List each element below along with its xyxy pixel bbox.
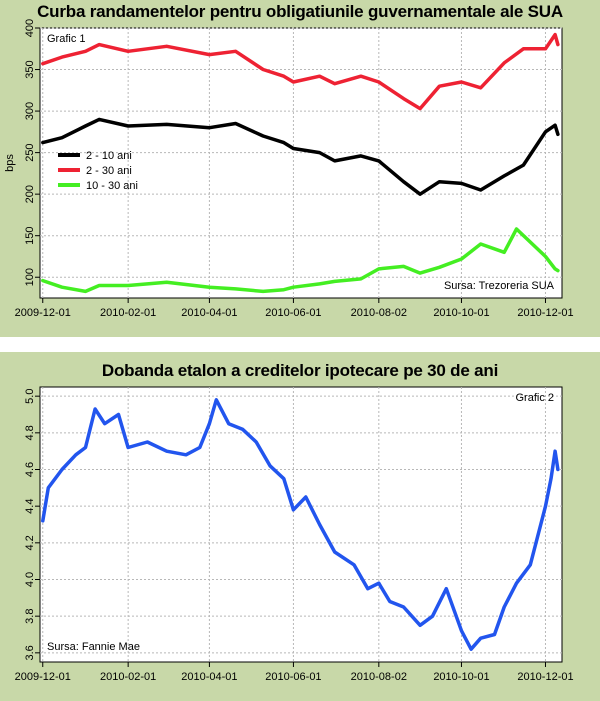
y-tick-label: 3.6 [24, 645, 36, 660]
y-tick-label: 4.6 [24, 462, 36, 477]
x-tick-label: 2010-12-01 [517, 307, 573, 319]
mortgage-rate-chart: 3.6 3.8 4.0 4.2 4.4 4.6 4.8 5.0 2009-12-01 2010-0… [15, 386, 574, 683]
x-tick-label: 2010-02-01 [100, 671, 156, 683]
y-tick-label: 4.8 [24, 425, 36, 440]
y-tick-label: 4.0 [24, 572, 36, 587]
plot-area [39, 386, 563, 663]
y-tick-label: 350 [24, 60, 36, 78]
y-tick-label: 400 [24, 19, 36, 37]
separator [0, 337, 600, 352]
x-tick-label: 2010-06-01 [265, 307, 321, 319]
source-label: Sursa: Trezoreria SUA [444, 280, 555, 292]
x-tick-label: 2010-04-01 [181, 307, 237, 319]
x-tick-label: 2010-02-01 [100, 307, 156, 319]
y-tick-label: 3.8 [24, 609, 36, 624]
y-tick-label: 250 [24, 143, 36, 161]
chart-tag: Grafic 2 [515, 392, 554, 404]
legend-label: 10 - 30 ani [86, 180, 138, 192]
chart-panel-1: Curba randamentelor pentru obligatiunile… [0, 0, 600, 337]
series-line-3 [41, 227, 560, 294]
y-tick-label: 5.0 [24, 389, 36, 404]
legend: 2 - 10 ani 2 - 30 ani 10 - 30 ani [58, 150, 138, 192]
x-tick-label: 2010-10-01 [433, 307, 489, 319]
chart-title-2: Dobanda etalon a creditelor ipotecare pe… [101, 361, 499, 380]
y-tick-label: 200 [24, 185, 36, 203]
chart-panel-2: Dobanda etalon a creditelor ipotecare pe… [0, 352, 600, 701]
chart-tag: Grafic 1 [47, 33, 86, 45]
y-tick-label: 4.2 [24, 535, 36, 550]
x-tick-label: 2009-12-01 [15, 307, 71, 319]
y-tick-label: 150 [24, 227, 36, 245]
series-line-1 [41, 398, 560, 651]
plot-area [39, 27, 563, 299]
x-tick-label: 2010-10-01 [433, 671, 489, 683]
y-axis-label: bps [4, 154, 16, 172]
series-line-1 [41, 117, 560, 196]
legend-label: 2 - 30 ani [86, 165, 132, 177]
legend-label: 2 - 10 ani [86, 150, 132, 162]
x-tick-label: 2010-08-02 [351, 307, 407, 319]
yield-curve-chart: 100 150 200 250 300 350 400 2009-12-01 2010-02-0… [4, 19, 574, 319]
y-tick-label: 4.4 [24, 499, 36, 514]
x-tick-label: 2010-12-01 [517, 671, 573, 683]
x-tick-label: 2010-04-01 [181, 671, 237, 683]
series-line-2 [41, 32, 560, 111]
y-tick-label: 300 [24, 102, 36, 120]
x-tick-label: 2010-06-01 [265, 671, 321, 683]
source-label: Sursa: Fannie Mae [47, 641, 140, 653]
x-tick-label: 2009-12-01 [15, 671, 71, 683]
chart-title-1: Curba randamentelor pentru obligatiunile… [37, 2, 563, 21]
y-tick-label: 100 [24, 268, 36, 286]
x-tick-label: 2010-08-02 [351, 671, 407, 683]
